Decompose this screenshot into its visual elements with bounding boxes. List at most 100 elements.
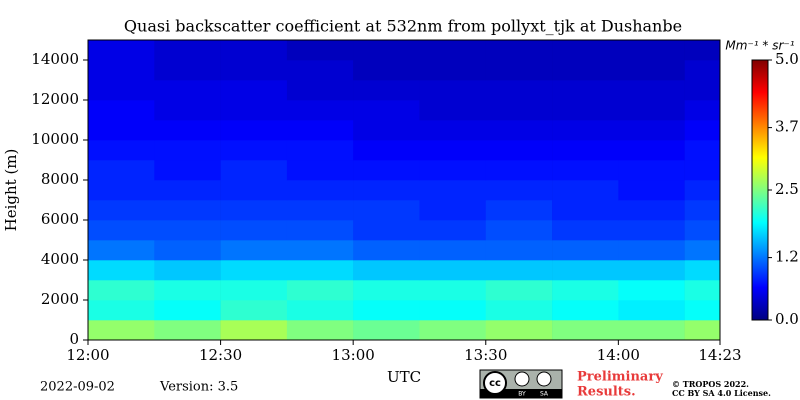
heatmap-cell xyxy=(353,320,420,341)
heatmap-cell xyxy=(154,240,221,261)
copyright: CC BY SA 4.0 License. xyxy=(672,388,771,398)
colorbar-tick-label: 1.2 xyxy=(775,248,799,266)
y-tick-label: 14000 xyxy=(31,50,79,68)
heatmap-cell xyxy=(88,220,155,241)
heatmap-cell xyxy=(286,220,354,241)
y-tick-label: 4000 xyxy=(41,250,79,268)
heatmap-cell xyxy=(154,180,221,201)
heatmap-cell xyxy=(552,280,619,301)
heatmap-cell xyxy=(154,220,221,241)
heatmap-cell xyxy=(353,220,420,241)
heatmap-cell xyxy=(485,260,553,281)
heatmap-cell xyxy=(220,280,288,301)
heatmap-cell xyxy=(154,140,221,161)
heatmap-cell xyxy=(419,120,487,141)
heatmap-cell xyxy=(419,160,487,181)
heatmap-cell xyxy=(88,140,155,161)
x-tick-label: 13:00 xyxy=(332,346,375,364)
heatmap-cell xyxy=(286,200,354,221)
heatmap-cell xyxy=(154,120,221,141)
heatmap-cell xyxy=(154,100,221,121)
heatmap-cell xyxy=(552,180,619,201)
heatmap-cell xyxy=(618,180,685,201)
heatmap-cell xyxy=(286,300,354,321)
heatmap-cell xyxy=(220,220,288,241)
heatmap-cell xyxy=(286,320,354,341)
sa-text: SA xyxy=(540,391,549,398)
heatmap-cell xyxy=(419,320,487,341)
colorbar-label: Mm⁻¹ * sr⁻¹ xyxy=(725,39,794,53)
heatmap-cell xyxy=(684,140,721,161)
heatmap-cell xyxy=(419,260,487,281)
heatmap-cell xyxy=(286,280,354,301)
heatmap-cell xyxy=(485,80,553,101)
heatmap-cell xyxy=(618,300,685,321)
heatmap-cell xyxy=(419,180,487,201)
heatmap-cell xyxy=(220,320,288,341)
heatmap-cell xyxy=(485,120,553,141)
x-tick-label: 14:23 xyxy=(698,346,741,364)
heatmap-cell xyxy=(618,220,685,241)
colorbar-tick-label: 2.5 xyxy=(775,180,799,198)
heatmap-cell xyxy=(684,220,721,241)
heatmap-cell xyxy=(220,40,288,61)
heatmap-cell xyxy=(353,180,420,201)
heatmap-cell xyxy=(353,140,420,161)
heatmap-cell xyxy=(220,100,288,121)
notice: Results. xyxy=(577,385,636,400)
heatmap-cell xyxy=(485,140,553,161)
heatmap-cell xyxy=(684,60,721,81)
heatmap-cell xyxy=(286,260,354,281)
heatmap-cell xyxy=(618,200,685,221)
heatmap-cell xyxy=(485,40,553,61)
heatmap-cell xyxy=(353,260,420,281)
colorbar xyxy=(751,59,769,321)
copyright: © TROPOS 2022. xyxy=(672,379,749,389)
heatmap-cell xyxy=(286,80,354,101)
plot-frame xyxy=(87,39,721,341)
heatmap-cell xyxy=(353,280,420,301)
heatmap-cell xyxy=(353,60,420,81)
heatmap-cell xyxy=(684,260,721,281)
y-tick-label: 6000 xyxy=(41,210,79,228)
heatmap-cell xyxy=(485,320,553,341)
heatmap-cell xyxy=(552,40,619,61)
x-tick-label: 14:00 xyxy=(597,346,640,364)
heatmap-cell xyxy=(88,280,155,301)
heatmap-cell xyxy=(353,240,420,261)
heatmap-cell xyxy=(684,180,721,201)
heatmap-cell xyxy=(618,120,685,141)
y-tick-label: 12000 xyxy=(31,90,79,108)
heatmap-cell xyxy=(286,60,354,81)
heatmap-cell xyxy=(552,300,619,321)
heatmap-cell xyxy=(353,100,420,121)
heatmap-cell xyxy=(419,60,487,81)
heatmap-cell xyxy=(353,300,420,321)
heatmap-cell xyxy=(552,240,619,261)
heatmap-cell xyxy=(419,100,487,121)
heatmap-cell xyxy=(220,240,288,261)
heatmap-cell xyxy=(154,320,221,341)
heatmap-cell xyxy=(154,40,221,61)
heatmap-cell xyxy=(220,180,288,201)
heatmap-cell xyxy=(618,80,685,101)
heatmap-cell xyxy=(353,120,420,141)
heatmap-cell xyxy=(220,60,288,81)
heatmap-cell xyxy=(618,240,685,261)
heatmap-cell xyxy=(552,320,619,341)
heatmap-cell xyxy=(618,160,685,181)
heatmap-cell xyxy=(353,40,420,61)
heatmap-cell xyxy=(88,240,155,261)
y-tick-label: 8000 xyxy=(41,170,79,188)
heatmap-cell xyxy=(88,40,155,61)
heatmap-cell xyxy=(286,40,354,61)
heatmap-cell xyxy=(552,200,619,221)
heatmap-cell xyxy=(618,140,685,161)
date: 2022-09-02 xyxy=(40,380,115,395)
y-axis-label: Height (m) xyxy=(2,149,20,232)
y-tick-label: 0 xyxy=(69,330,79,348)
heatmap-cell xyxy=(684,120,721,141)
notice: Preliminary xyxy=(577,370,663,385)
heatmap-cell xyxy=(419,280,487,301)
